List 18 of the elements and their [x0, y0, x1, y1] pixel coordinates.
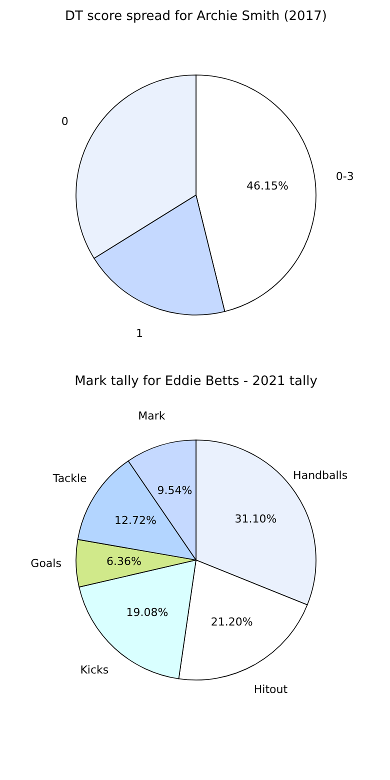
data-label: 19.08% [126, 606, 168, 619]
slice-label: 0 [61, 115, 68, 128]
slice-label: 0-3 [336, 170, 354, 183]
data-label: 46.15% [246, 179, 288, 192]
slice-label: Kicks [80, 663, 109, 676]
data-label: 31.10% [234, 512, 277, 526]
data-label: 9.54% [157, 484, 192, 498]
data-label: 6.36% [106, 554, 142, 568]
slice-label: Hitout [254, 683, 288, 696]
slice-label: Handballs [293, 469, 348, 482]
slice-label: Tackle [52, 472, 88, 485]
data-label: 12.72% [114, 514, 156, 528]
chart-title: DT score spread for Archie Smith (2017) [65, 9, 327, 24]
slice-label: 1 [136, 326, 143, 340]
slice-label: Goals [30, 557, 62, 570]
chart-title: Mark tally for Eddie Betts - 2021 tally [74, 374, 318, 389]
slice-label: Mark [138, 410, 166, 423]
data-label: 21.20% [210, 615, 253, 628]
